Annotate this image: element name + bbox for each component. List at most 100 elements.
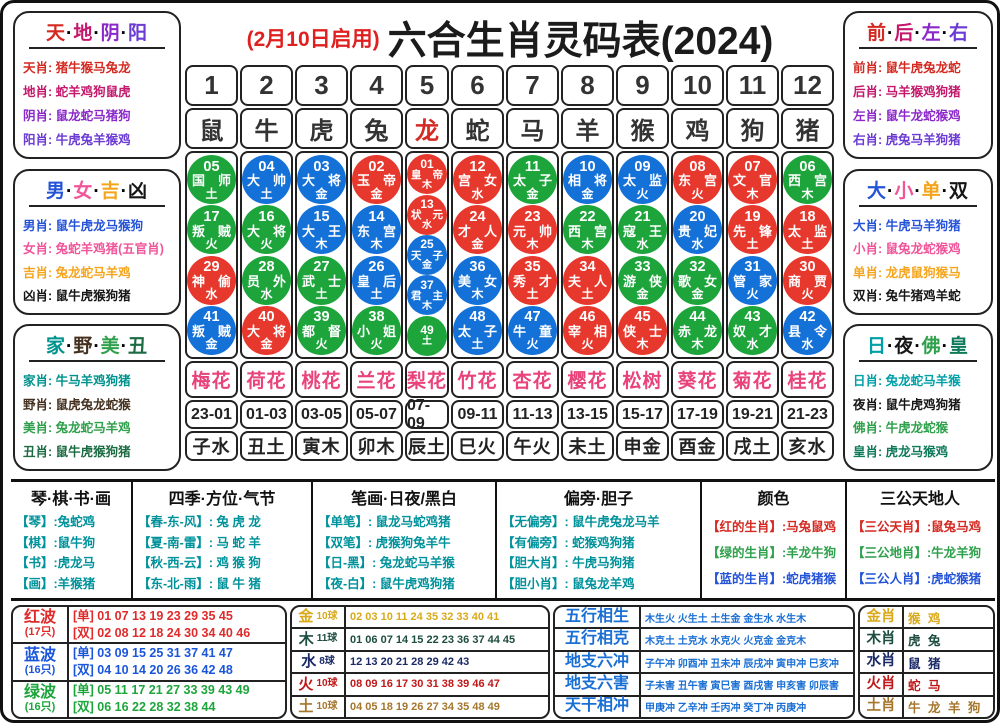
title-char: 凶: [128, 181, 149, 202]
band-row: 【绿的生肖】:羊龙牛狗: [707, 546, 837, 560]
ball-title: 大将: [242, 224, 291, 238]
title-separator: ·: [120, 181, 128, 202]
band-section-title: 琴·棋·书·画: [31, 491, 111, 508]
number-ball-22: 22 西宫木: [563, 205, 612, 255]
title-separator: ·: [120, 23, 128, 44]
zodiac-name: 羊: [561, 108, 614, 149]
box-nan-nv-ji-xiong: 男·女·吉·凶 男肖: 鼠牛虎龙马猴狗 女肖: 兔蛇羊鸡猪(五官肖) 吉肖: 兔龙蛇马…: [13, 169, 181, 315]
wave-odd-numbers: [单] 05 11 17 21 27 33 39 43 49: [73, 683, 250, 698]
number-ball-25: 25 天子金: [407, 234, 447, 275]
element-count: 8球: [319, 655, 335, 667]
ball-title-char: 子: [483, 323, 497, 339]
band-section: 四季·方位·气节 【春-东-风】: 兔 虎 龙【夏-南-雷】: 马 蛇 羊【秋-西…: [131, 482, 311, 598]
wave-numbers: [单] 03 09 15 25 31 37 41 47 [双] 04 10 14 …: [69, 644, 285, 679]
title-separator: ·: [941, 181, 949, 202]
band-section-rows: 【琴】:兔蛇鸡 【棋】:鼠牛狗 【书】:虎龙马 【画】:羊猴猪: [16, 509, 126, 594]
page-title: 六合生肖灵码表(2024): [387, 20, 774, 63]
title-separator: ·: [93, 23, 101, 44]
ball-title-char: 都: [302, 323, 316, 339]
element-zodiac-row: 金肖猴 鸡: [860, 607, 993, 628]
grid-column-12: 12 猪 06 西宫木 18 太监土 30 商贾火 42 县令水桂花 21-23 亥水: [781, 65, 834, 467]
ball-title: 叛贼: [187, 224, 236, 238]
number-balls: 05 国师土 17 叛贼火 29 神偷水 41 叛贼金: [185, 151, 238, 359]
ball-element: 木: [746, 186, 759, 201]
ball-title: 宰相: [563, 325, 612, 339]
ball-number: 46: [579, 309, 596, 326]
time-range: 11-13: [506, 400, 559, 429]
earthly-branch: 巳火: [451, 431, 504, 461]
time-range: 03-05: [295, 400, 348, 429]
ball-title-char: 文: [733, 173, 747, 189]
element-numbers-table: 金 10球 02 03 10 11 24 35 32 33 40 41 木 11球 01 …: [290, 605, 550, 719]
ball-title-char: 东: [678, 173, 692, 189]
wave-even-numbers: [双] 04 10 14 20 26 36 42 48: [73, 662, 233, 677]
relation-row: 五行相克 木克土 土克水 水克火 火克金 金克木: [555, 627, 853, 650]
earthly-branch: 寅木: [295, 431, 348, 461]
wave-label: 绿波 (16只): [13, 681, 69, 717]
ball-title-char: 侠: [648, 273, 662, 289]
title-char: 吉: [100, 181, 121, 202]
ball-title: 叛贼: [187, 325, 236, 339]
column-number: 2: [240, 65, 293, 106]
element-row: 水 8球 12 13 20 21 28 29 42 43: [292, 649, 548, 673]
time-range: 01-03: [240, 400, 293, 429]
ball-title-char: 偷: [217, 273, 231, 289]
ball-element: 火: [370, 337, 383, 352]
ball-title-char: 天: [411, 249, 422, 262]
ball-title: 元帅: [508, 224, 557, 238]
effective-date-note: (2月10日启用): [246, 28, 380, 51]
grid-column-2: 2 牛 04 大帅土 16 大将火 28 员外水 40 大将金荷花 01-03 丑土: [240, 65, 293, 467]
title-separator: ·: [941, 336, 949, 357]
element-count: 10球: [316, 610, 338, 622]
ball-number: 32: [689, 258, 706, 275]
ball-title-char: 官: [758, 173, 772, 189]
element-zodiac-animals: 蛇 马: [908, 678, 943, 693]
element-numbers: 02 03 10 11 24 35 32 33 40 41: [350, 611, 500, 624]
title-char: 佛: [921, 336, 942, 357]
box-rows: 天肖: 猪牛猴马兔龙 地肖: 蛇羊鸡狗鼠虎 阴肖: 鼠龙蛇马猪狗 阳肖: 牛虎兔羊猴鸡: [23, 52, 171, 153]
ball-title: 武士: [297, 273, 346, 289]
number-ball-05: 05 国师土: [187, 155, 236, 205]
ball-element: 水: [471, 186, 484, 201]
band-row: 【书】:虎龙马: [16, 556, 96, 571]
number-balls: 08 东宫火 20 贵妃水 32 歌女金 44 赤龙木: [671, 151, 724, 359]
info-row: 左肖: 鼠牛龙蛇猴鸡: [853, 109, 961, 123]
number-balls: 09 太监火 21 寇王水 33 游侠金 45 侠士木: [616, 151, 669, 359]
ball-element: 木: [471, 286, 484, 301]
ball-title-char: 贵: [678, 223, 692, 239]
ball-element: 火: [691, 186, 704, 201]
ball-element: 木: [526, 236, 539, 251]
element-label: 木 11球: [292, 629, 346, 650]
ball-title-char: 女: [483, 173, 497, 189]
ball-title-char: 宫: [593, 223, 607, 239]
ball-element: 金: [422, 260, 432, 272]
ball-number: 18: [799, 208, 816, 225]
band-section: 琴·棋·书·画 【琴】:兔蛇鸡 【棋】:鼠牛狗 【书】:虎龙马 【画】:羊猴猪: [11, 482, 131, 598]
ball-element: 木: [370, 236, 383, 251]
ball-title-char: 牛: [513, 323, 527, 339]
ball-element: 水: [260, 286, 273, 301]
ball-number: 30: [799, 258, 816, 275]
ball-title: 县令: [783, 325, 832, 339]
title-char: 左: [921, 23, 942, 44]
ball-number: 49: [420, 323, 434, 338]
ball-element: 金: [526, 186, 539, 201]
ball-element: 土: [526, 286, 539, 301]
ball-title: 秀才: [508, 274, 557, 288]
ball-element: 土: [471, 337, 484, 352]
ball-title-char: 主: [432, 289, 444, 302]
ball-title-char: 女: [703, 273, 717, 289]
ball-title: 大将: [242, 325, 291, 339]
ball-number: 47: [524, 309, 541, 326]
number-ball-37: 37 君主木: [407, 275, 447, 316]
ball-title-char: 才: [458, 223, 472, 239]
relation-row: 五行相生 木生火 火生土 土生金 金生水 水生木: [555, 607, 853, 628]
ball-title-char: 武: [302, 273, 316, 289]
number-ball-26: 26 皇后土: [352, 255, 401, 305]
title-bar: (2月10日启用) 六合生肖灵码表(2024): [185, 13, 835, 63]
ball-title-char: 元: [432, 209, 444, 222]
info-row: 皇肖: 虎龙马猴鸡: [853, 445, 949, 460]
column-number: 8: [561, 65, 614, 106]
title-separator: ·: [914, 23, 922, 44]
